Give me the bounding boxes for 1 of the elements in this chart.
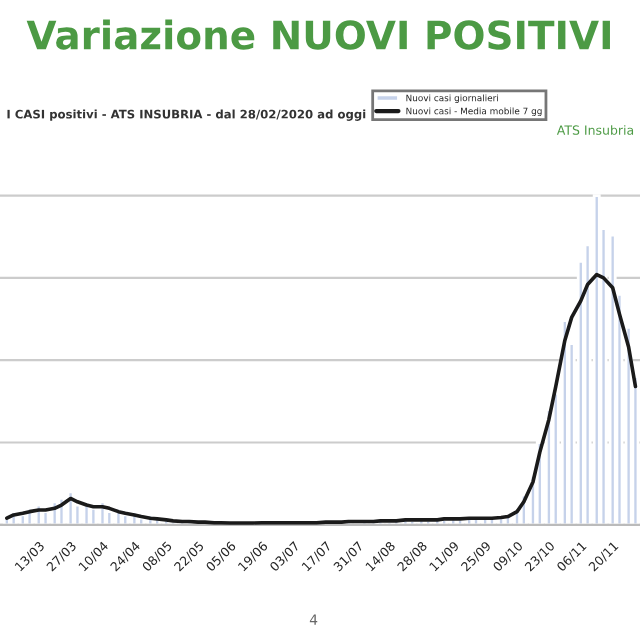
chart-title: Variazione NUOVI POSITIVI xyxy=(26,19,610,50)
